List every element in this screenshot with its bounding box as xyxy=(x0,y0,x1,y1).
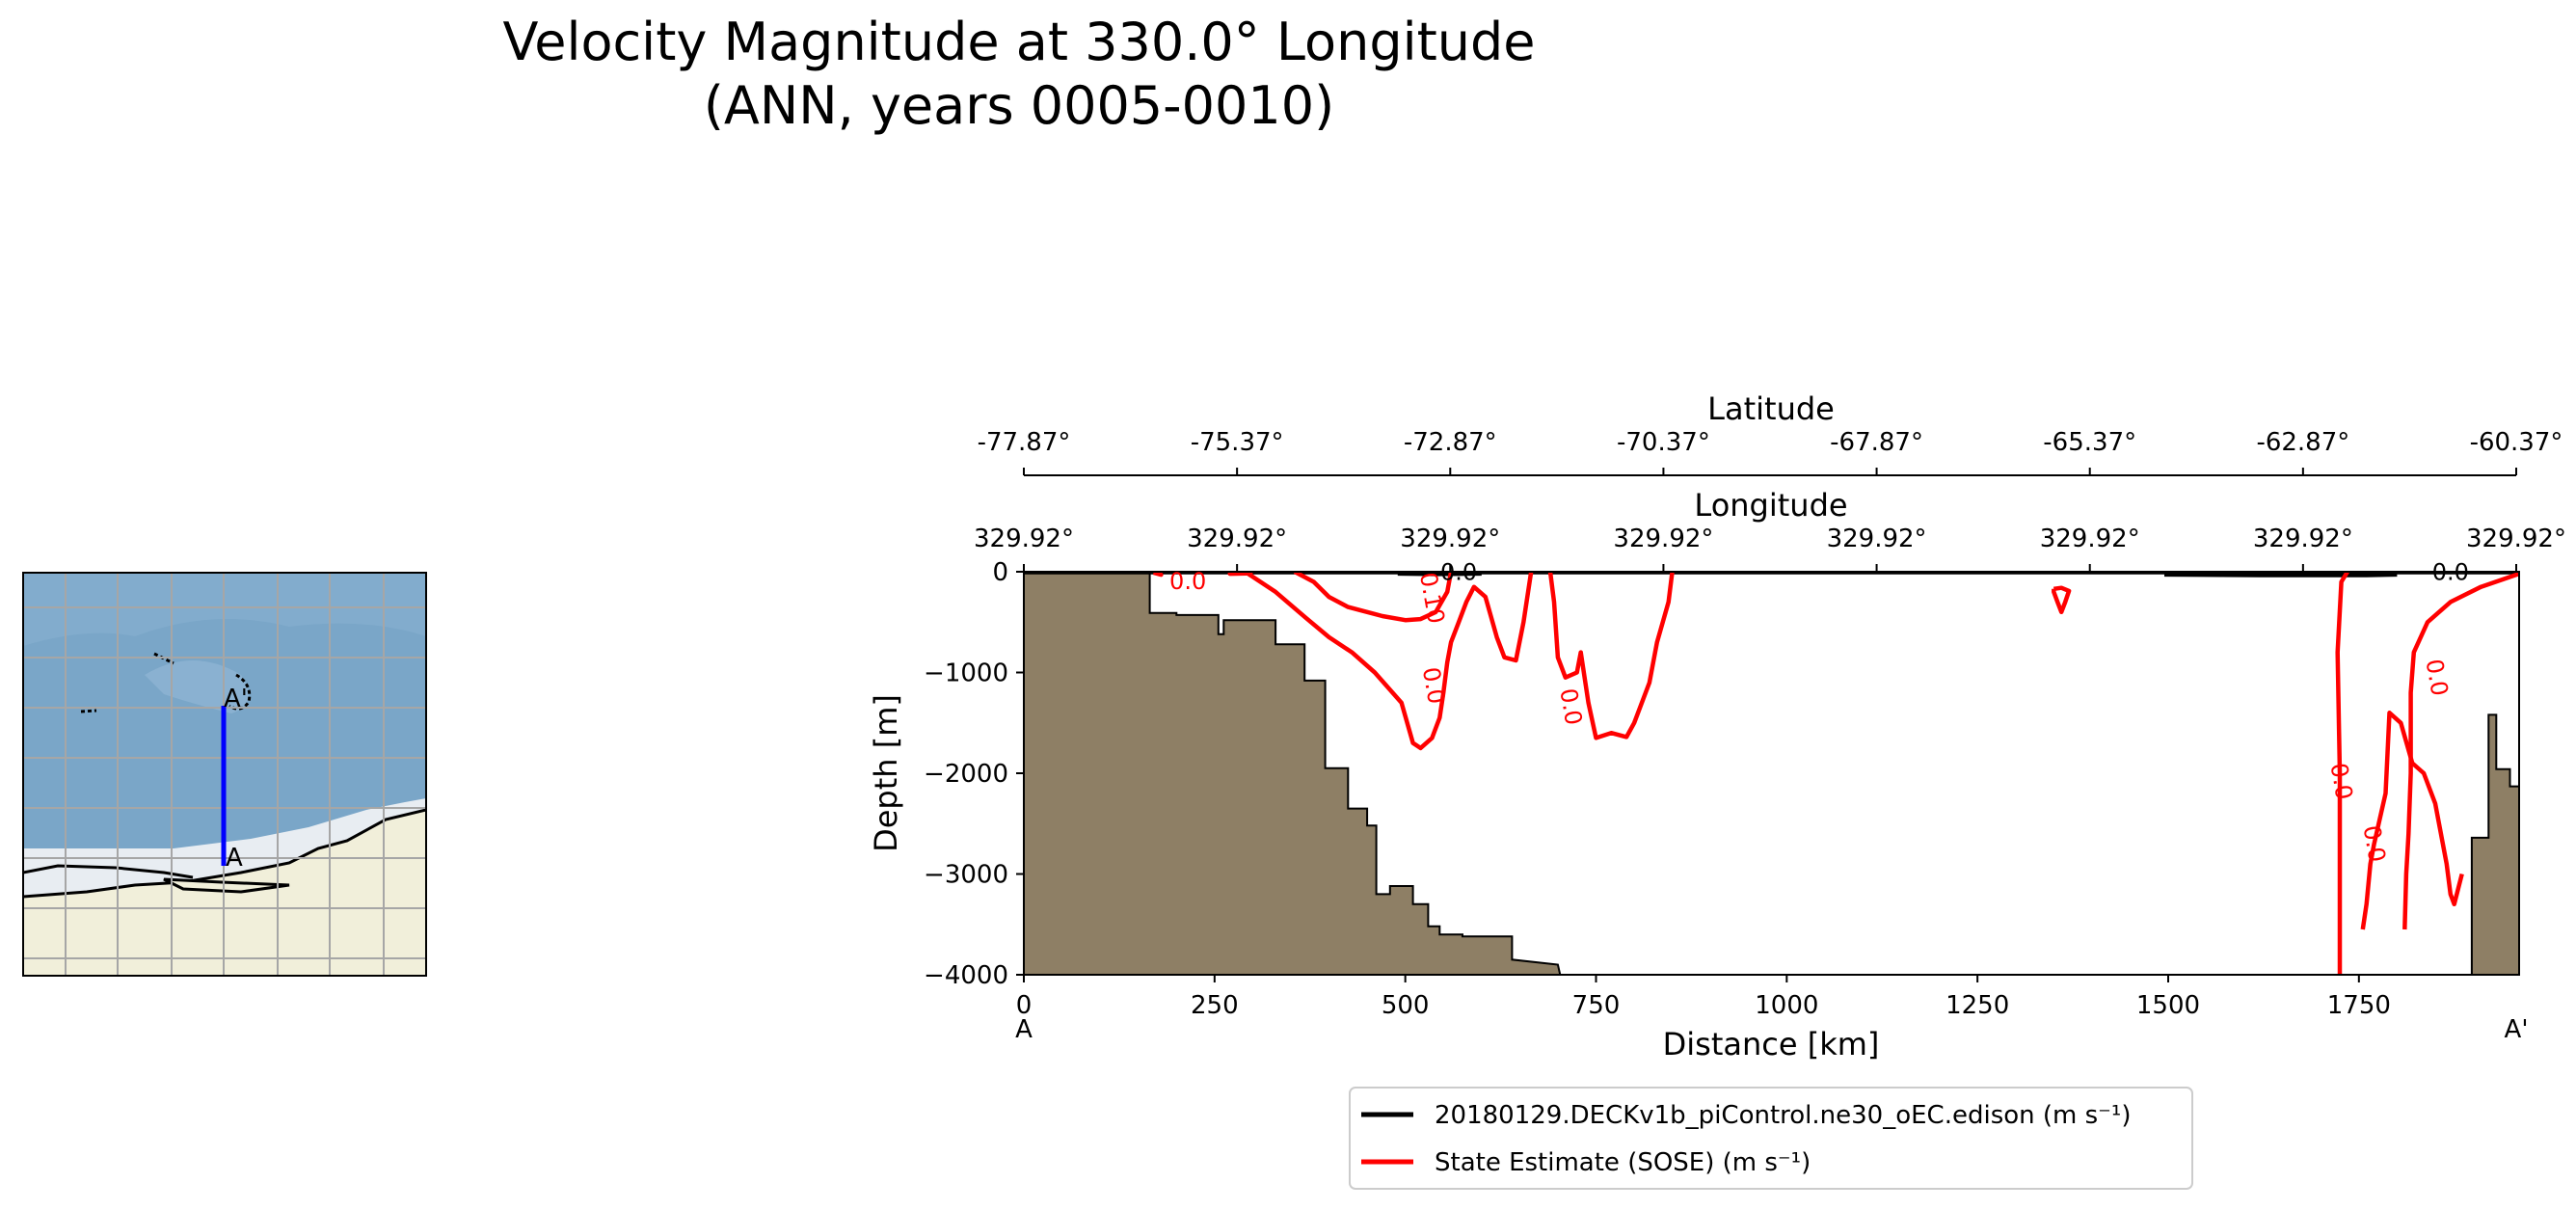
latitude-axis-label: Latitude xyxy=(1707,390,1835,427)
legend: 20180129.DECKv1b_piControl.ne30_oEC.edis… xyxy=(1349,1087,2193,1190)
latitude-tick-label-4: -67.87° xyxy=(1830,428,1923,457)
sose-contour-4 xyxy=(1547,572,1675,740)
sose-contour-7 xyxy=(2360,711,2464,930)
legend-label-sose: State Estimate (SOSE) (m s⁻¹) xyxy=(1435,1148,1811,1177)
sose-contour-6 xyxy=(2335,572,2349,975)
latitude-tick-label-6: -62.87° xyxy=(2256,428,2349,457)
latitude-tick-label-2: -72.87° xyxy=(1404,428,1497,457)
map-coastline-2 xyxy=(23,864,194,879)
longitude-tick-label-6: 329.92° xyxy=(2253,524,2353,553)
sose-contour-label-3: 0.0 xyxy=(1554,686,1587,727)
longitude-tick-label-0: 329.92° xyxy=(974,524,1074,553)
x-tick-label-3: 750 xyxy=(1572,991,1621,1020)
x-tick-label-2: 500 xyxy=(1382,991,1430,1020)
y-tick-label-4: −4000 xyxy=(924,961,1008,990)
legend-label-model: 20180129.DECKv1b_piControl.ne30_oEC.edis… xyxy=(1435,1101,2131,1130)
longitude-tick-label-5: 329.92° xyxy=(2040,524,2140,553)
latitude-tick-label-5: -65.37° xyxy=(2043,428,2136,457)
longitude-tick-label-7: 329.92° xyxy=(2466,524,2566,553)
x-tick-label-4: 1000 xyxy=(1755,991,1818,1020)
inset-map: A A' xyxy=(22,572,427,977)
chart-title-line2: (ANN, years 0005-0010) xyxy=(704,75,1334,136)
longitude-tick-label-3: 329.92° xyxy=(1613,524,1713,553)
sose-contour-label-0: 0.0 xyxy=(1169,568,1206,595)
endpoint-label-a: A xyxy=(1015,1015,1033,1044)
sose-contour-label-4: 0.0 xyxy=(2325,761,2358,801)
model-contour-1 xyxy=(2163,573,2398,578)
model-contour-label-0: 0.0 xyxy=(1440,559,1477,586)
latitude-tick-label-0: -77.87° xyxy=(978,428,1071,457)
sose-contour-5 xyxy=(2052,585,2072,615)
main-plot: 0.0 0.00.0 0.100.00.00.00.00.0 0 250 500 750 1… xyxy=(868,390,2566,1062)
x-tick-label-7: 1750 xyxy=(2327,991,2391,1020)
sose-contour-label-6: 0.0 xyxy=(2420,657,2453,697)
sose-contour-2 xyxy=(1293,572,1454,623)
x-tick-label-0: 0 xyxy=(1016,991,1033,1020)
y-tick-label-1: −1000 xyxy=(924,659,1008,688)
sose-contour-0 xyxy=(1152,572,1164,578)
sose-contour-label-2: 0.0 xyxy=(1417,665,1450,706)
latitude-tick-label-3: -70.37° xyxy=(1617,428,1710,457)
longitude-tick-label-2: 329.92° xyxy=(1400,524,1500,553)
sose-contour-8 xyxy=(2402,572,2519,930)
x-axis-label: Distance [km] xyxy=(1663,1026,1880,1062)
map-coastline xyxy=(23,808,426,899)
x-tick-label-6: 1500 xyxy=(2136,991,2200,1020)
latitude-tick-label-1: -75.37° xyxy=(1191,428,1284,457)
map-ice-tongue xyxy=(163,877,290,894)
sose-contour-3 xyxy=(1244,572,1534,751)
latitude-tick-label-7: -60.37° xyxy=(2470,428,2563,457)
map-frame xyxy=(22,572,427,977)
bathymetry-right xyxy=(2470,713,2519,975)
longitude-tick-label-1: 329.92° xyxy=(1187,524,1287,553)
map-label-end: A' xyxy=(224,685,248,713)
legend-frame xyxy=(1349,1087,2193,1190)
endpoint-label-a-prime: A' xyxy=(2505,1015,2529,1044)
chart-title-line1: Velocity Magnitude at 330.0° Longitude xyxy=(502,12,1535,72)
y-tick-label-3: −3000 xyxy=(924,861,1008,890)
x-tick-label-1: 250 xyxy=(1191,991,1239,1020)
map-label-start: A xyxy=(226,844,243,873)
longitude-tick-label-4: 329.92° xyxy=(1827,524,1927,553)
y-axis-label: Depth [m] xyxy=(868,694,904,852)
model-contour-2 xyxy=(1397,572,1482,577)
model-contour-label-1: 0.0 xyxy=(2432,559,2469,586)
bathymetry-left xyxy=(1024,572,1562,975)
x-tick-label-5: 1250 xyxy=(1945,991,2009,1020)
longitude-axis-label: Longitude xyxy=(1694,487,1847,524)
y-tick-label-2: −2000 xyxy=(924,760,1008,789)
sose-contour-label-5: 0.0 xyxy=(2358,823,2391,864)
y-tick-label-0: 0 xyxy=(992,558,1008,587)
map-graticule xyxy=(23,573,426,976)
